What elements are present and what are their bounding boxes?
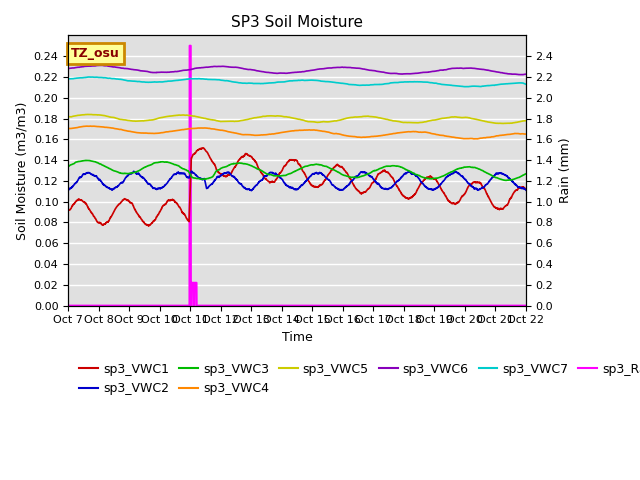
Legend: sp3_VWC1, sp3_VWC2, sp3_VWC3, sp3_VWC4, sp3_VWC5, sp3_VWC6, sp3_VWC7, sp3_Rain: sp3_VWC1, sp3_VWC2, sp3_VWC3, sp3_VWC4, … <box>74 358 640 400</box>
Y-axis label: Rain (mm): Rain (mm) <box>559 138 572 204</box>
Title: SP3 Soil Moisture: SP3 Soil Moisture <box>231 15 363 30</box>
X-axis label: Time: Time <box>282 331 312 344</box>
Y-axis label: Soil Moisture (m3/m3): Soil Moisture (m3/m3) <box>15 101 28 240</box>
Text: TZ_osu: TZ_osu <box>71 47 120 60</box>
